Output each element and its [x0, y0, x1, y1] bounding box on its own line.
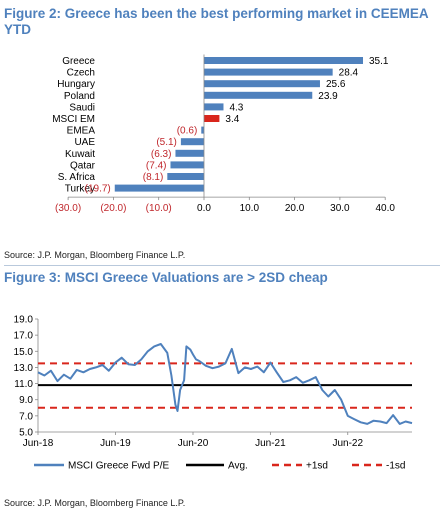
figure-3-source: Source: J.P. Morgan, Bloomberg Finance L…	[4, 498, 186, 508]
legend-label: +1sd	[306, 461, 328, 472]
bar-emea	[201, 126, 204, 134]
category-label: S. Africa	[58, 172, 96, 183]
bar-czech	[204, 68, 333, 76]
y-tick-label: 11.0	[14, 379, 33, 390]
data-label: (7.4)	[146, 160, 167, 171]
x-tick-label: 0.0	[197, 203, 211, 214]
x-tick-label: Jun-19	[100, 438, 131, 449]
legend-label: Avg.	[228, 461, 248, 472]
category-label: Saudi	[69, 102, 95, 113]
bar-msci-em	[204, 115, 220, 122]
category-label: EMEA	[67, 126, 96, 137]
bar-saudi	[204, 103, 224, 111]
bar-greece	[204, 57, 364, 64]
figure-3-title: Figure 3: MSCI Greece Valuations are > 2…	[4, 270, 328, 285]
data-label: 3.4	[225, 114, 239, 125]
data-label: 28.4	[339, 68, 359, 79]
x-tick-label: (20.0)	[100, 203, 126, 214]
x-tick-label: 20.0	[285, 203, 305, 214]
data-label: (8.1)	[143, 172, 164, 183]
data-label: 23.9	[318, 91, 338, 102]
category-label: Poland	[64, 91, 95, 102]
category-label: UAE	[74, 137, 95, 148]
data-label: 25.6	[326, 79, 346, 90]
category-label: Kuwait	[65, 149, 95, 160]
y-tick-label: 13.0	[14, 363, 34, 374]
category-label: MSCI EM	[52, 114, 95, 125]
data-label: (5.1)	[156, 137, 177, 148]
data-label: 4.3	[229, 102, 243, 113]
bar-turkey	[114, 184, 204, 192]
x-tick-label: Jun-20	[178, 438, 209, 449]
bar-kuwait	[175, 149, 204, 157]
figure-2-source: Source: J.P. Morgan, Bloomberg Finance L…	[4, 250, 186, 260]
x-tick-label: 40.0	[375, 203, 395, 214]
bar-hungary	[204, 80, 320, 88]
bar-uae	[180, 138, 204, 146]
category-label: Turkey	[65, 184, 95, 195]
category-label: Czech	[67, 68, 95, 79]
category-label: Greece	[62, 56, 95, 67]
legend-label: MSCI Greece Fwd P/E	[68, 461, 169, 472]
bar-qatar	[170, 161, 204, 169]
figure-3-line-chart: 5.0 7.0 9.0 11.0 13.0 15.0 17.0 19.0 Jun-18 Jun-1…	[14, 315, 413, 472]
bar-poland	[204, 91, 313, 99]
y-tick-label: 7.0	[19, 411, 33, 422]
y-tick-label: 9.0	[19, 395, 33, 406]
data-label: (0.6)	[177, 126, 198, 137]
data-label: 35.1	[369, 56, 389, 67]
category-label: Qatar	[70, 160, 96, 171]
figure-2-bar-chart: Greece 35.1 Czech 28.4 Hungary 25.6 Poland 23.9…	[52, 54, 395, 214]
y-tick-label: 5.0	[19, 428, 33, 439]
bar-s-africa	[167, 173, 204, 180]
y-tick-label: 15.0	[14, 347, 34, 358]
legend-label: -1sd	[386, 461, 405, 472]
x-tick-label: Jun-18	[23, 438, 54, 449]
y-tick-label: 19.0	[14, 315, 34, 326]
figure-2-title: Figure 2: Greece has been the best perfo…	[4, 6, 429, 37]
x-tick-label: (10.0)	[146, 203, 172, 214]
y-tick-label: 17.0	[14, 331, 34, 342]
data-label: (19.7)	[85, 184, 111, 195]
x-tick-label: (30.0)	[55, 203, 81, 214]
data-label: (6.3)	[151, 149, 172, 160]
x-tick-label: 10.0	[240, 203, 260, 214]
x-tick-label: Jun-21	[255, 438, 286, 449]
pe-series-line	[37, 343, 413, 425]
x-tick-label: Jun-22	[332, 438, 363, 449]
x-tick-label: 30.0	[330, 203, 350, 214]
category-label: Hungary	[57, 79, 95, 90]
section-divider	[4, 265, 440, 266]
